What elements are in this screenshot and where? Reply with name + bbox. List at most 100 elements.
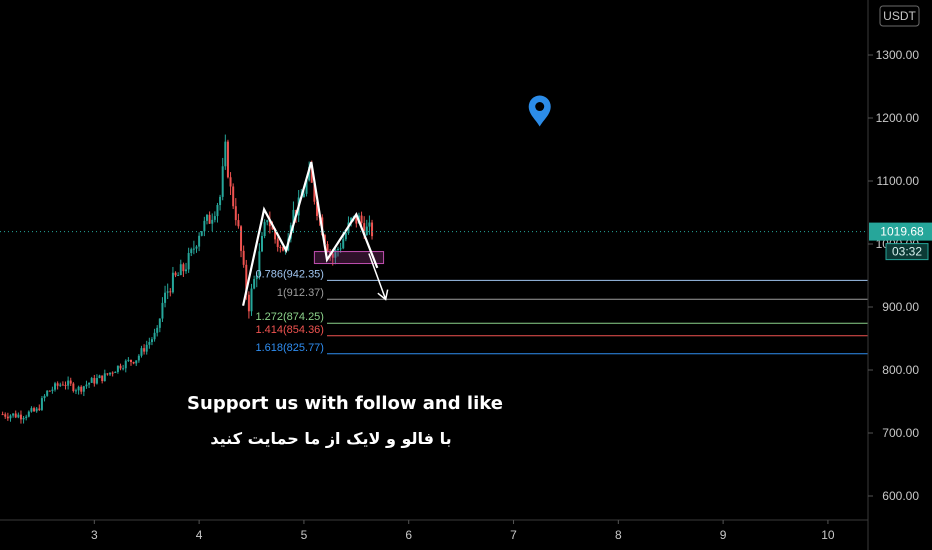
candle-body <box>302 193 305 198</box>
candle-body <box>17 414 20 418</box>
candle-body <box>46 390 49 396</box>
candle-body <box>38 408 41 410</box>
support-message-persian: با فالو و لایک از ما حمایت کنید <box>210 429 451 448</box>
candle-body <box>258 251 261 276</box>
candle-body <box>342 239 345 249</box>
candle-body <box>90 378 93 383</box>
y-tick-label: 700.00 <box>882 426 919 440</box>
candle-body <box>355 216 358 224</box>
candle-body <box>130 359 132 362</box>
candle-body <box>109 372 112 375</box>
x-tick-label: 10 <box>821 528 835 542</box>
candle-body <box>198 235 201 247</box>
candle-body <box>253 279 256 289</box>
countdown-label: 03:32 <box>892 245 922 259</box>
candle-body <box>22 417 25 420</box>
candle-body <box>276 239 279 247</box>
candle-body <box>371 222 374 237</box>
zone-box <box>313 251 385 265</box>
candle-body <box>350 217 353 223</box>
candle-body <box>261 236 263 252</box>
candle-body <box>74 390 77 392</box>
candle-body <box>156 327 159 333</box>
candle-body <box>145 344 148 352</box>
pattern-drawing <box>242 161 389 306</box>
countdown-badge <box>885 243 929 261</box>
candle-body <box>114 371 117 374</box>
candle-body <box>310 166 313 183</box>
candle-body <box>101 375 104 382</box>
candle-body <box>232 186 235 207</box>
candle-body <box>61 384 64 386</box>
candle-body <box>221 166 224 197</box>
candle-body <box>111 372 114 374</box>
candle-body <box>161 302 164 319</box>
candle-body <box>35 408 38 412</box>
support-message-english: Support us with follow and like <box>187 393 503 414</box>
annotations: Support us with follow and like با فالو و… <box>187 95 551 448</box>
candle-body <box>316 201 319 216</box>
fib-level-label: 1(912.37) <box>277 287 324 299</box>
currency-label: USDT <box>883 9 916 23</box>
location-marker-icon <box>528 95 551 127</box>
candle-body <box>80 386 83 392</box>
candle-body <box>274 229 277 240</box>
candle-body <box>69 380 72 384</box>
fib-level-label: 0.786(942.35) <box>255 268 324 280</box>
candle-body <box>164 292 167 303</box>
x-tick-label: 8 <box>615 528 622 542</box>
candle-body <box>268 220 271 227</box>
candle-body <box>266 220 269 223</box>
candle-body <box>143 348 146 352</box>
currency-badge <box>879 5 920 27</box>
candle-body <box>234 206 237 221</box>
candle-body <box>192 248 195 250</box>
candle-body <box>224 141 227 167</box>
candle-body <box>85 384 88 387</box>
y-tick-label: 1100.00 <box>877 174 920 188</box>
candle-body <box>205 214 208 221</box>
candle-body <box>185 269 188 272</box>
candle-body <box>43 395 46 399</box>
fib-level-label: 1.618(825.77) <box>255 342 324 354</box>
y-tick-label: 1300.00 <box>876 48 920 62</box>
candle-body <box>166 291 169 293</box>
fib-level-label: 1.272(874.25) <box>255 311 324 323</box>
x-tick-label: 4 <box>196 528 203 542</box>
candle-body <box>255 275 258 280</box>
candle-body <box>119 365 122 369</box>
candle-body <box>27 411 30 417</box>
candle-body <box>158 318 161 328</box>
candle-body <box>106 373 109 375</box>
candle-body <box>247 294 250 312</box>
x-tick-label: 9 <box>720 528 727 542</box>
candle-body <box>360 215 363 224</box>
candle-body <box>132 362 135 364</box>
candle-body <box>292 209 295 226</box>
candle-body <box>124 360 127 369</box>
x-tick-label: 7 <box>510 528 517 542</box>
candle-body <box>226 141 229 178</box>
candle-body <box>4 414 7 417</box>
candle-body <box>250 288 253 312</box>
candle-body <box>240 226 243 251</box>
candle-body <box>313 182 316 202</box>
candle-body <box>216 204 219 217</box>
candle-body <box>95 378 98 384</box>
last-price-label: 1019.68 <box>880 225 924 239</box>
candle-body <box>72 383 75 391</box>
candle-body <box>211 219 214 224</box>
candle-body <box>182 264 185 272</box>
candle-body <box>116 365 119 372</box>
candle-body <box>153 332 156 340</box>
projection-arrow-head <box>377 289 389 301</box>
marker-hole <box>535 102 545 112</box>
candle-body <box>30 408 33 412</box>
candle-body <box>245 264 248 295</box>
candle-body <box>344 233 347 240</box>
candle-body <box>219 196 222 205</box>
candle-body <box>263 222 266 237</box>
candle-body <box>208 214 211 224</box>
